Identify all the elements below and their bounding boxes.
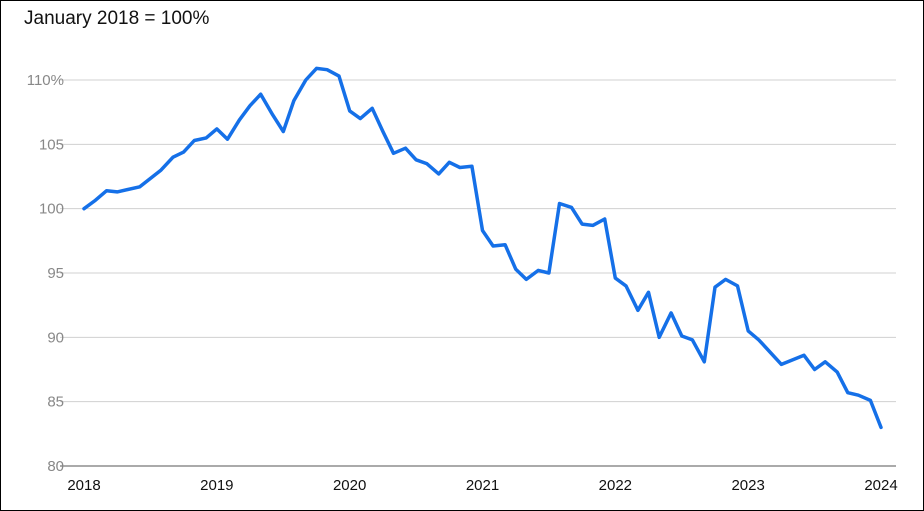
data-point — [193, 139, 196, 142]
data-point — [570, 206, 573, 209]
data-point — [458, 166, 461, 169]
data-point — [880, 426, 883, 429]
data-point — [492, 244, 495, 247]
data-point — [591, 224, 594, 227]
data-point — [238, 118, 241, 121]
data-point — [326, 68, 329, 71]
y-tick-label-110: 110% — [27, 72, 64, 89]
data-point — [470, 165, 473, 168]
y-tick-label-85: 85 — [47, 394, 64, 411]
y-tick-label-100: 100 — [39, 201, 64, 218]
x-tick-label-2018: 2018 — [67, 477, 100, 494]
data-point — [371, 107, 374, 110]
y-tick-label-80: 80 — [47, 458, 64, 475]
x-tick-label-2020: 2020 — [333, 477, 366, 494]
data-point — [425, 162, 428, 165]
data-point — [813, 368, 816, 371]
data-point — [249, 104, 252, 107]
y-tick-labels: 80 85 90 95 100 105 110% — [27, 72, 64, 475]
data-point — [624, 284, 627, 287]
x-tick-label-2023: 2023 — [731, 477, 764, 494]
data-point — [338, 75, 341, 78]
data-point — [404, 147, 407, 150]
data-point — [315, 67, 318, 70]
data-point — [836, 371, 839, 374]
data-point — [105, 189, 108, 192]
data-point — [703, 360, 706, 363]
data-point — [226, 138, 229, 141]
series-line-0 — [82, 66, 883, 430]
data-point — [724, 278, 727, 281]
data-point — [747, 329, 750, 332]
data-point — [525, 278, 528, 281]
data-point — [869, 399, 872, 402]
data-point — [558, 202, 561, 205]
data-point — [547, 272, 550, 275]
data-point — [292, 99, 295, 102]
data-point — [116, 190, 119, 193]
data-point — [504, 243, 507, 246]
x-tick-label-2021: 2021 — [466, 477, 499, 494]
data-point — [415, 158, 418, 161]
x-tick-label-2024: 2024 — [864, 477, 897, 494]
data-point — [437, 172, 440, 175]
data-point — [359, 117, 362, 120]
y-tick-label-95: 95 — [47, 265, 64, 282]
data-point — [603, 217, 606, 220]
data-point — [481, 229, 484, 232]
data-point — [205, 136, 208, 139]
data-point — [636, 309, 639, 312]
data-point — [83, 207, 86, 210]
data-point — [304, 79, 307, 82]
data-point — [271, 113, 274, 116]
data-point — [348, 109, 351, 112]
chart-title: January 2018 = 100% — [24, 8, 210, 29]
data-point — [581, 223, 584, 226]
data-point — [670, 311, 673, 314]
data-point — [282, 130, 285, 133]
data-point — [691, 338, 694, 341]
grid-lines — [60, 79, 896, 467]
data-point — [846, 391, 849, 394]
data-point — [647, 291, 650, 294]
data-point — [757, 338, 760, 341]
data-point — [736, 284, 739, 287]
data-point — [392, 152, 395, 155]
data-point — [215, 127, 218, 130]
data-point — [448, 161, 451, 164]
data-point — [780, 363, 783, 366]
data-point — [824, 360, 827, 363]
data-point — [160, 169, 163, 172]
data-point — [381, 130, 384, 133]
x-tick-labels: 2018 2019 2020 2021 2022 2023 2024 — [67, 477, 897, 494]
data-point — [537, 269, 540, 272]
data-point — [802, 354, 805, 357]
data-point — [857, 394, 860, 397]
data-point — [182, 151, 185, 154]
data-point — [658, 336, 661, 339]
data-point — [514, 268, 517, 271]
data-point — [93, 199, 96, 202]
data-point — [680, 335, 683, 338]
series-layer — [82, 66, 883, 430]
y-tick-label-105: 105 — [39, 136, 64, 153]
x-tick-label-2019: 2019 — [200, 477, 233, 494]
data-point — [171, 156, 174, 159]
data-point — [138, 185, 141, 188]
data-point — [259, 93, 262, 96]
y-tick-label-90: 90 — [47, 329, 64, 346]
x-tick-label-2022: 2022 — [599, 477, 632, 494]
data-point — [614, 277, 617, 280]
data-point — [713, 286, 716, 289]
